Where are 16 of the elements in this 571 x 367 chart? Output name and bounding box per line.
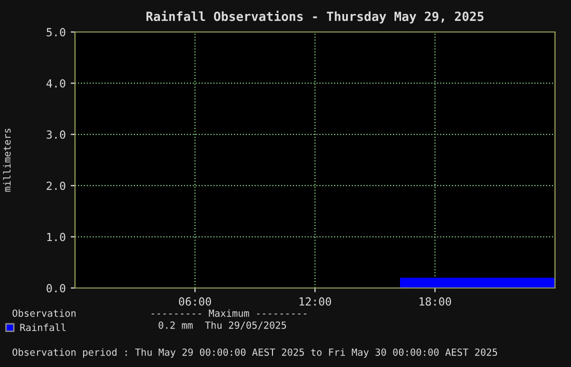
y-tick-label: 1.0 (47, 232, 66, 242)
x-tick-label: 18:00 (420, 297, 452, 306)
y-tick-label: 0.0 (46, 284, 66, 292)
y-tick-label: 5.0 (46, 28, 66, 36)
text: 0.2 mm Thu 29/05/2025 (158, 321, 286, 330)
y-axis-title: millimeters (3, 128, 11, 192)
y-tick-label: 3.0 (46, 130, 66, 139)
text: Observation (12, 309, 76, 317)
text: --------- Maximum --------- (152, 309, 306, 317)
text: Observation period : Thu May 29 00:00:00 AEST 2025 to Fri May 30 00:00:00 AEST 2025 (12, 348, 498, 358)
y-tick-label: 4.0 (46, 79, 66, 88)
y-tick-label: 2.0 (46, 182, 66, 190)
chart-title: Rainfall Observations - Thursday May 29, 2025 (146, 10, 484, 24)
x-tick-label: 06:00 (179, 297, 212, 306)
legend-label: Rainfall (20, 324, 66, 332)
x-tick-label: 12:00 (300, 297, 332, 306)
